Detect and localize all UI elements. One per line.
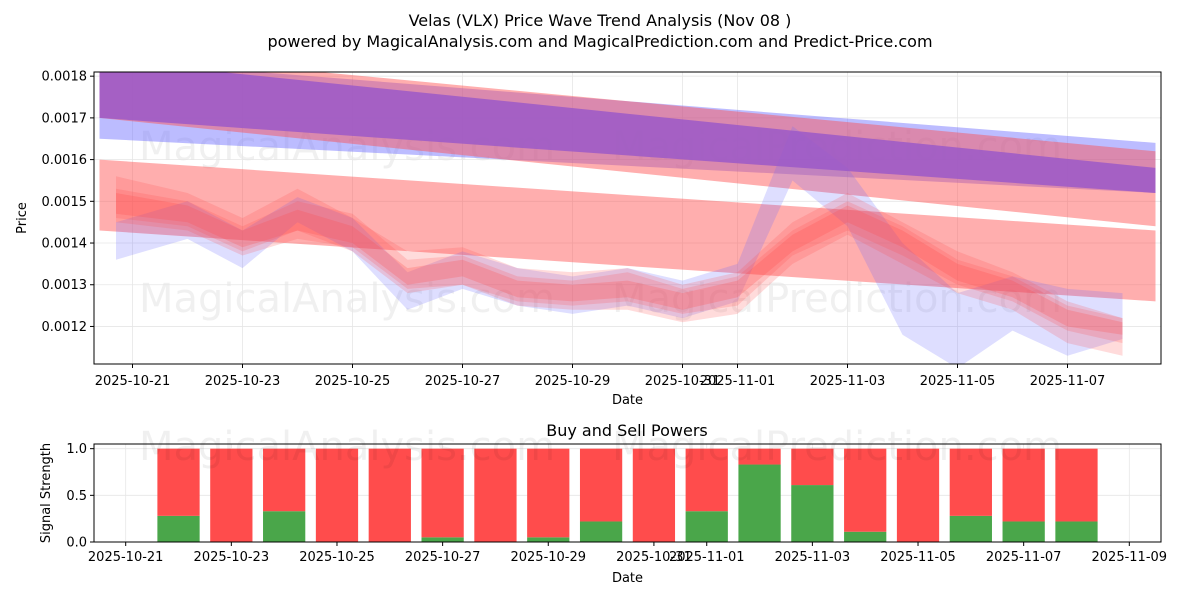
x-tick-label: 2025-10-29 (510, 550, 586, 565)
buy-bar (421, 537, 464, 542)
buy-bar (738, 464, 781, 542)
x-tick-label: 2025-11-03 (775, 550, 851, 565)
sell-bar (844, 448, 887, 532)
chart-title: Velas (VLX) Price Wave Trend Analysis (N… (409, 11, 792, 30)
price-plot-area: 2025-10-21 2025-10-23 2025-10-25 2025-10-27… (15, 70, 1162, 408)
x-axis-label: Date (612, 571, 643, 586)
x-tick-label: 2025-11-07 (1030, 374, 1106, 389)
y-tick-label: 0.5 (66, 489, 87, 504)
x-tick-label: 2025-10-25 (315, 374, 391, 389)
x-tick-label: 2025-11-01 (669, 550, 745, 565)
y-tick-label: 0.0017 (42, 111, 88, 126)
buy-bar (157, 515, 200, 542)
buy-bar (844, 531, 887, 542)
sell-bar (1002, 448, 1045, 522)
mid-trend-red-band (99, 159, 1156, 302)
buy-bar (263, 511, 306, 542)
buy-bar (949, 515, 992, 542)
sell-bar (474, 448, 517, 542)
short-wave-red-3 (116, 193, 1123, 335)
sell-bar (157, 448, 200, 516)
x-tick-label: 2025-10-31 (645, 374, 721, 389)
y-tick-label: 0.0015 (42, 195, 88, 210)
watermark-text: MagicalAnalysis.com (139, 276, 555, 322)
x-tick-label: 2025-11-03 (810, 374, 886, 389)
y-axis-label: Price (15, 202, 30, 234)
buy-bar (791, 485, 834, 542)
short-wave-red-2 (116, 188, 1123, 344)
y-tick-label: 0.0016 (42, 153, 88, 168)
sell-bar (527, 448, 570, 538)
buy-bar (685, 511, 728, 542)
x-tick-label: 2025-10-25 (299, 550, 375, 565)
x-tick-label: 2025-10-23 (194, 550, 270, 565)
sell-bar (896, 448, 940, 542)
x-tick-label: 2025-10-27 (405, 550, 481, 565)
sell-bar (1055, 448, 1098, 522)
y-tick-label: 0.0012 (42, 320, 88, 335)
y-tick-label: 0.0014 (42, 237, 88, 252)
sell-bar (210, 448, 253, 542)
x-tick-label: 2025-11-05 (920, 374, 996, 389)
short-wave-red-1 (116, 176, 1123, 356)
series-group (99, 72, 1156, 364)
watermark-text: MagicalPrediction.com (612, 424, 1062, 470)
signal-chart-title: Buy and Sell Powers (546, 421, 708, 440)
sell-bar (263, 448, 306, 512)
buy-bar (527, 537, 570, 542)
watermark-text: MagicalAnalysis.com (139, 424, 555, 470)
sell-bar (738, 448, 781, 465)
sell-bar (791, 448, 834, 486)
buy-bar (1002, 521, 1045, 542)
x-tick-label: 2025-11-01 (700, 374, 776, 389)
sell-bar (368, 448, 411, 542)
chart-subtitle: powered by MagicalAnalysis.com and Magic… (267, 32, 932, 51)
y-tick-label: 0.0018 (42, 70, 88, 85)
x-tick-label: 2025-11-05 (880, 550, 956, 565)
sell-bar (949, 448, 992, 516)
sell-bar (421, 448, 464, 538)
signal-plot-area: 2025-10-21 2025-10-23 2025-10-25 2025-10-27… (39, 442, 1167, 586)
x-axis-label: Date (612, 393, 643, 408)
plot-frame (93, 71, 1162, 365)
sell-bar (685, 448, 728, 512)
x-tick-label: 2025-11-07 (986, 550, 1062, 565)
x-tick-label: 2025-10-31 (616, 550, 692, 565)
y-tick-label: 1.0 (66, 442, 87, 457)
x-tick-label: 2025-10-21 (88, 550, 164, 565)
sell-bar (315, 448, 359, 542)
buy-bar (1055, 521, 1098, 542)
x-tick-label: 2025-10-21 (95, 374, 171, 389)
long-trend-purple-band (99, 72, 1156, 193)
sell-bar (632, 448, 676, 542)
y-axis-label: Signal Strength (39, 443, 54, 543)
sell-bar (579, 448, 623, 522)
x-tick-label: 2025-10-23 (205, 374, 281, 389)
x-tick-label: 2025-10-27 (425, 374, 501, 389)
plot-frame (93, 443, 1162, 543)
buy-bar (579, 521, 623, 542)
x-tick-label: 2025-10-29 (535, 374, 611, 389)
watermark-text: MagicalPrediction.com (612, 276, 1062, 322)
y-tick-label: 0.0013 (42, 278, 88, 293)
x-tick-label: 2025-11-09 (1092, 550, 1168, 565)
y-tick-label: 0.0 (66, 536, 87, 551)
